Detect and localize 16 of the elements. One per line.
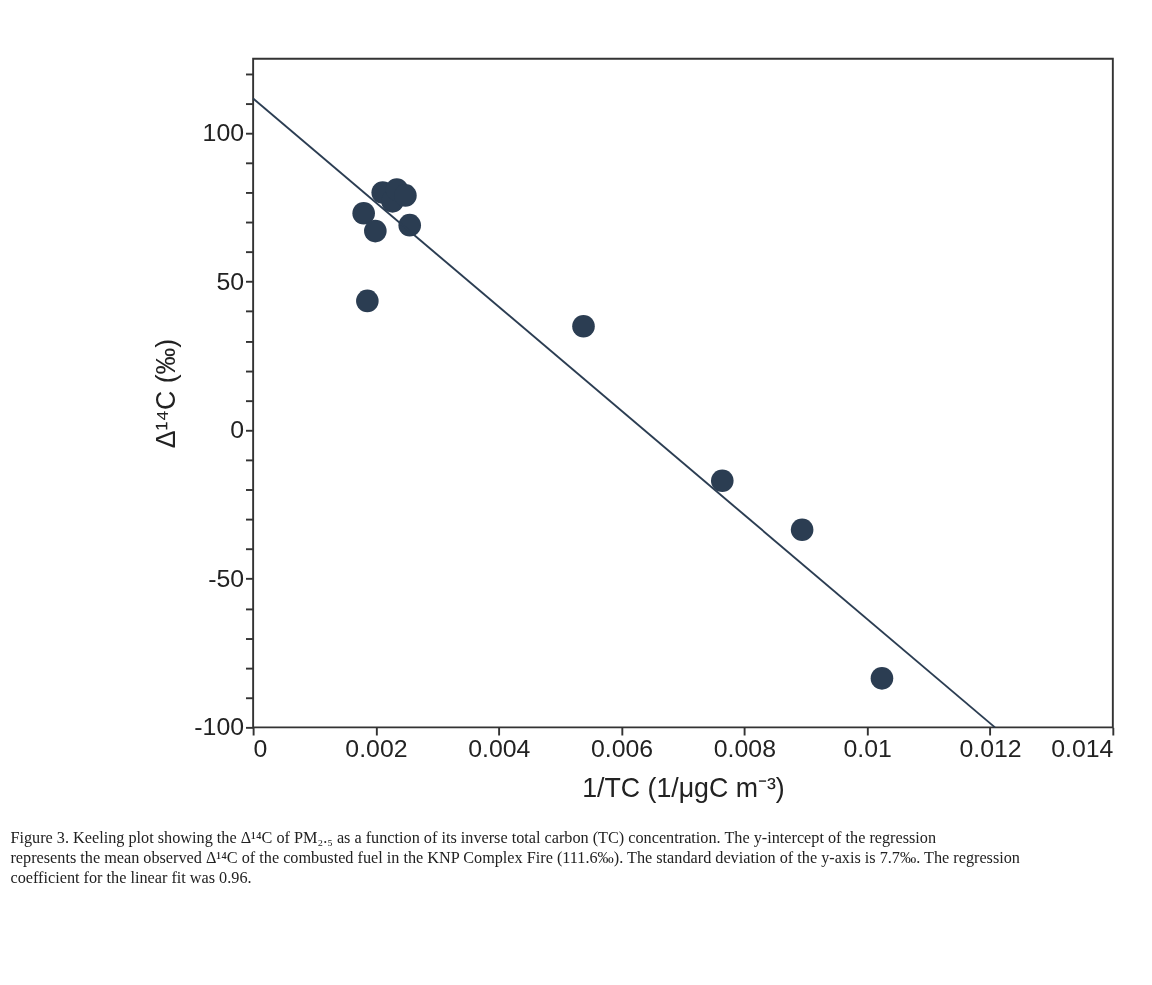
y-tick-label: 0 (230, 416, 245, 444)
x-tick-label: 0.012 (959, 735, 1022, 763)
y-tick-label: 100 (202, 119, 245, 147)
x-tick-label: 0.01 (843, 735, 892, 763)
x-tick-label: 0.002 (345, 735, 408, 763)
y-axis-title: Δ¹⁴C (‰) (151, 338, 182, 449)
caption: Figure 3. Keeling plot showing the Δ¹⁴C of PM₂.₅ as a function of its inverse total carbon (TC) concentration. The y-intercept of the regression represents the mean observed Δ¹⁴C of the combusted fuel in the KNP Complex Fire (111.6‰). The standard deviation of the y-axis is 7.7‰. The regression coefficient for the linear fit was 0.96. (10, 828, 1020, 888)
x-axis-title: 1/TC (1/μgC m⁻³) (582, 772, 785, 803)
x-tick-label: 0.006 (590, 735, 654, 763)
x-tick-label: 0.008 (713, 735, 776, 763)
y-tick-label: -100 (194, 713, 245, 741)
x-tick-label: 0 (253, 735, 268, 763)
y-tick-label: -50 (208, 564, 245, 592)
x-tick-label: 0.014 (1051, 735, 1114, 763)
y-tick-label: 50 (216, 267, 245, 295)
x-tick-label: 0.004 (468, 735, 531, 763)
